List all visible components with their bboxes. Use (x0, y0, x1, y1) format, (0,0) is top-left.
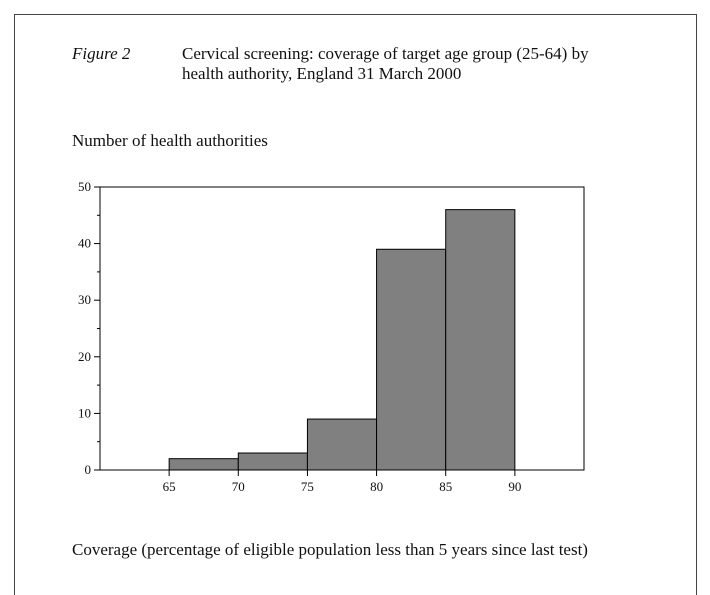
histogram-bar-1 (168, 458, 239, 471)
histogram-bar-4 (376, 248, 447, 471)
histogram-chart: 0 10 20 30 40 50 65 70 75 80 85 90 (78, 179, 585, 494)
y-tick-label: 40 (78, 236, 91, 251)
x-tick-label: 80 (370, 479, 383, 494)
x-tick-label: 75 (301, 479, 314, 494)
figure-title: Cervical screening: coverage of target a… (182, 44, 589, 83)
figure-frame (14, 14, 697, 595)
y-tick-label: 20 (78, 349, 91, 364)
histogram-bar-2 (237, 452, 308, 471)
x-tick-label: 90 (508, 479, 521, 494)
y-tick-label: 10 (78, 405, 91, 420)
y-tick-label: 50 (78, 179, 91, 194)
x-tick-label: 70 (232, 479, 245, 494)
histogram-bar-3 (306, 418, 378, 471)
y-axis-label: Number of health authorities (72, 131, 268, 150)
histogram-bar-5 (445, 209, 516, 471)
y-tick-label: 30 (78, 292, 91, 307)
figure-label: Figure 2 (72, 44, 131, 63)
x-tick-label: 65 (163, 479, 176, 494)
y-tick-label: 0 (85, 462, 92, 477)
x-axis-label: Coverage (percentage of eligible populat… (72, 540, 588, 559)
x-tick-label: 85 (439, 479, 452, 494)
